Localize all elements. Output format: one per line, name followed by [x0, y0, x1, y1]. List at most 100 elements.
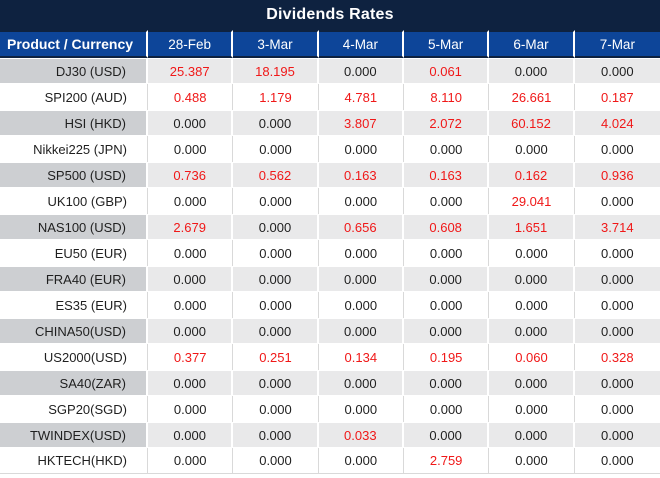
value-cell: 1.651	[489, 214, 575, 240]
column-header-date-6: 7-Mar	[574, 30, 660, 58]
value-cell: 0.000	[403, 188, 490, 214]
value-cell: 0.033	[318, 422, 404, 448]
value-cell: 0.000	[233, 292, 319, 318]
product-cell: HSI (HKD)	[0, 110, 148, 136]
value-cell: 0.000	[233, 422, 319, 448]
value-cell: 0.936	[574, 162, 660, 188]
value-cell: 0.000	[148, 448, 234, 474]
value-cell: 0.195	[403, 344, 490, 370]
value-cell: 2.072	[403, 110, 490, 136]
value-cell: 0.000	[574, 422, 660, 448]
value-cell: 0.000	[233, 136, 319, 162]
value-cell: 0.000	[148, 370, 234, 396]
value-cell: 2.679	[148, 214, 234, 240]
value-cell: 0.000	[148, 292, 234, 318]
value-cell: 4.024	[574, 110, 660, 136]
value-cell: 0.000	[574, 370, 660, 396]
value-cell: 0.134	[318, 344, 404, 370]
value-cell: 0.000	[318, 188, 404, 214]
value-cell: 0.000	[403, 240, 490, 266]
value-cell: 0.000	[233, 240, 319, 266]
table-row: HKTECH(HKD) 0.000 0.000 0.000 2.759 0.000 0.00…	[0, 448, 660, 474]
header-row: Product / Currency 28-Feb 3-Mar 4-Mar 5-…	[0, 30, 660, 58]
table-row: SP500 (USD) 0.736 0.562 0.163 0.163 0.162 0.93…	[0, 162, 660, 188]
column-header-date-3: 4-Mar	[318, 30, 404, 58]
table-row: US2000(USD) 0.377 0.251 0.134 0.195 0.060 0.32…	[0, 344, 660, 370]
value-cell: 0.000	[403, 318, 490, 344]
product-cell: FRA40 (EUR)	[0, 266, 148, 292]
value-cell: 0.488	[148, 84, 234, 110]
value-cell: 0.000	[233, 448, 319, 474]
product-cell: EU50 (EUR)	[0, 240, 148, 266]
value-cell: 1.179	[233, 84, 319, 110]
value-cell: 0.000	[318, 292, 404, 318]
value-cell: 0.163	[403, 162, 490, 188]
value-cell: 4.781	[318, 84, 404, 110]
value-cell: 0.251	[233, 344, 319, 370]
column-header-date-1: 28-Feb	[148, 30, 234, 58]
value-cell: 8.110	[403, 84, 490, 110]
dividends-table: Product / Currency 28-Feb 3-Mar 4-Mar 5-…	[0, 30, 660, 474]
value-cell: 0.562	[233, 162, 319, 188]
value-cell: 0.061	[403, 58, 490, 84]
table-row: FRA40 (EUR) 0.000 0.000 0.000 0.000 0.000 0.00…	[0, 266, 660, 292]
product-cell: NAS100 (USD)	[0, 214, 148, 240]
value-cell: 0.000	[318, 396, 404, 422]
column-header-date-2: 3-Mar	[233, 30, 319, 58]
table-row: SA40(ZAR) 0.000 0.000 0.000 0.000 0.000 0.000	[0, 370, 660, 396]
table-row: CHINA50(USD) 0.000 0.000 0.000 0.000 0.000 0.0…	[0, 318, 660, 344]
product-cell: HKTECH(HKD)	[0, 448, 148, 474]
table-row: DJ30 (USD) 25.387 18.195 0.000 0.061 0.000 0.0…	[0, 58, 660, 84]
value-cell: 0.000	[489, 58, 575, 84]
value-cell: 0.000	[403, 396, 490, 422]
value-cell: 0.000	[318, 240, 404, 266]
value-cell: 0.000	[148, 240, 234, 266]
value-cell: 0.000	[574, 136, 660, 162]
value-cell: 2.759	[403, 448, 490, 474]
value-cell: 0.000	[148, 318, 234, 344]
table-row: UK100 (GBP) 0.000 0.000 0.000 0.000 29.041 0.0…	[0, 188, 660, 214]
value-cell: 0.000	[403, 136, 490, 162]
value-cell: 0.000	[233, 214, 319, 240]
column-header-date-4: 5-Mar	[403, 30, 490, 58]
product-cell: Nikkei225 (JPN)	[0, 136, 148, 162]
value-cell: 0.000	[318, 448, 404, 474]
value-cell: 0.000	[233, 110, 319, 136]
product-cell: TWINDEX(USD)	[0, 422, 148, 448]
value-cell: 0.000	[233, 396, 319, 422]
page-title: Dividends Rates	[0, 0, 660, 30]
value-cell: 0.000	[148, 110, 234, 136]
value-cell: 0.736	[148, 162, 234, 188]
value-cell: 0.000	[489, 448, 575, 474]
value-cell: 0.656	[318, 214, 404, 240]
value-cell: 0.000	[233, 188, 319, 214]
value-cell: 0.000	[148, 266, 234, 292]
value-cell: 0.000	[574, 396, 660, 422]
value-cell: 0.000	[403, 422, 490, 448]
table-body: DJ30 (USD) 25.387 18.195 0.000 0.061 0.000 0.0…	[0, 58, 660, 474]
value-cell: 0.000	[489, 396, 575, 422]
value-cell: 0.000	[318, 318, 404, 344]
table-row: SPI200 (AUD) 0.488 1.179 4.781 8.110 26.661 0.…	[0, 84, 660, 110]
value-cell: 0.000	[233, 266, 319, 292]
value-cell: 0.000	[574, 188, 660, 214]
value-cell: 0.000	[403, 370, 490, 396]
value-cell: 0.000	[233, 370, 319, 396]
value-cell: 29.041	[489, 188, 575, 214]
value-cell: 0.000	[148, 422, 234, 448]
value-cell: 0.000	[574, 240, 660, 266]
value-cell: 0.000	[148, 188, 234, 214]
value-cell: 0.000	[403, 266, 490, 292]
value-cell: 0.187	[574, 84, 660, 110]
product-cell: DJ30 (USD)	[0, 58, 148, 84]
value-cell: 25.387	[148, 58, 234, 84]
value-cell: 3.807	[318, 110, 404, 136]
value-cell: 18.195	[233, 58, 319, 84]
value-cell: 0.000	[489, 240, 575, 266]
value-cell: 0.608	[403, 214, 490, 240]
product-cell: CHINA50(USD)	[0, 318, 148, 344]
value-cell: 0.000	[318, 136, 404, 162]
value-cell: 0.000	[489, 136, 575, 162]
value-cell: 0.000	[574, 292, 660, 318]
